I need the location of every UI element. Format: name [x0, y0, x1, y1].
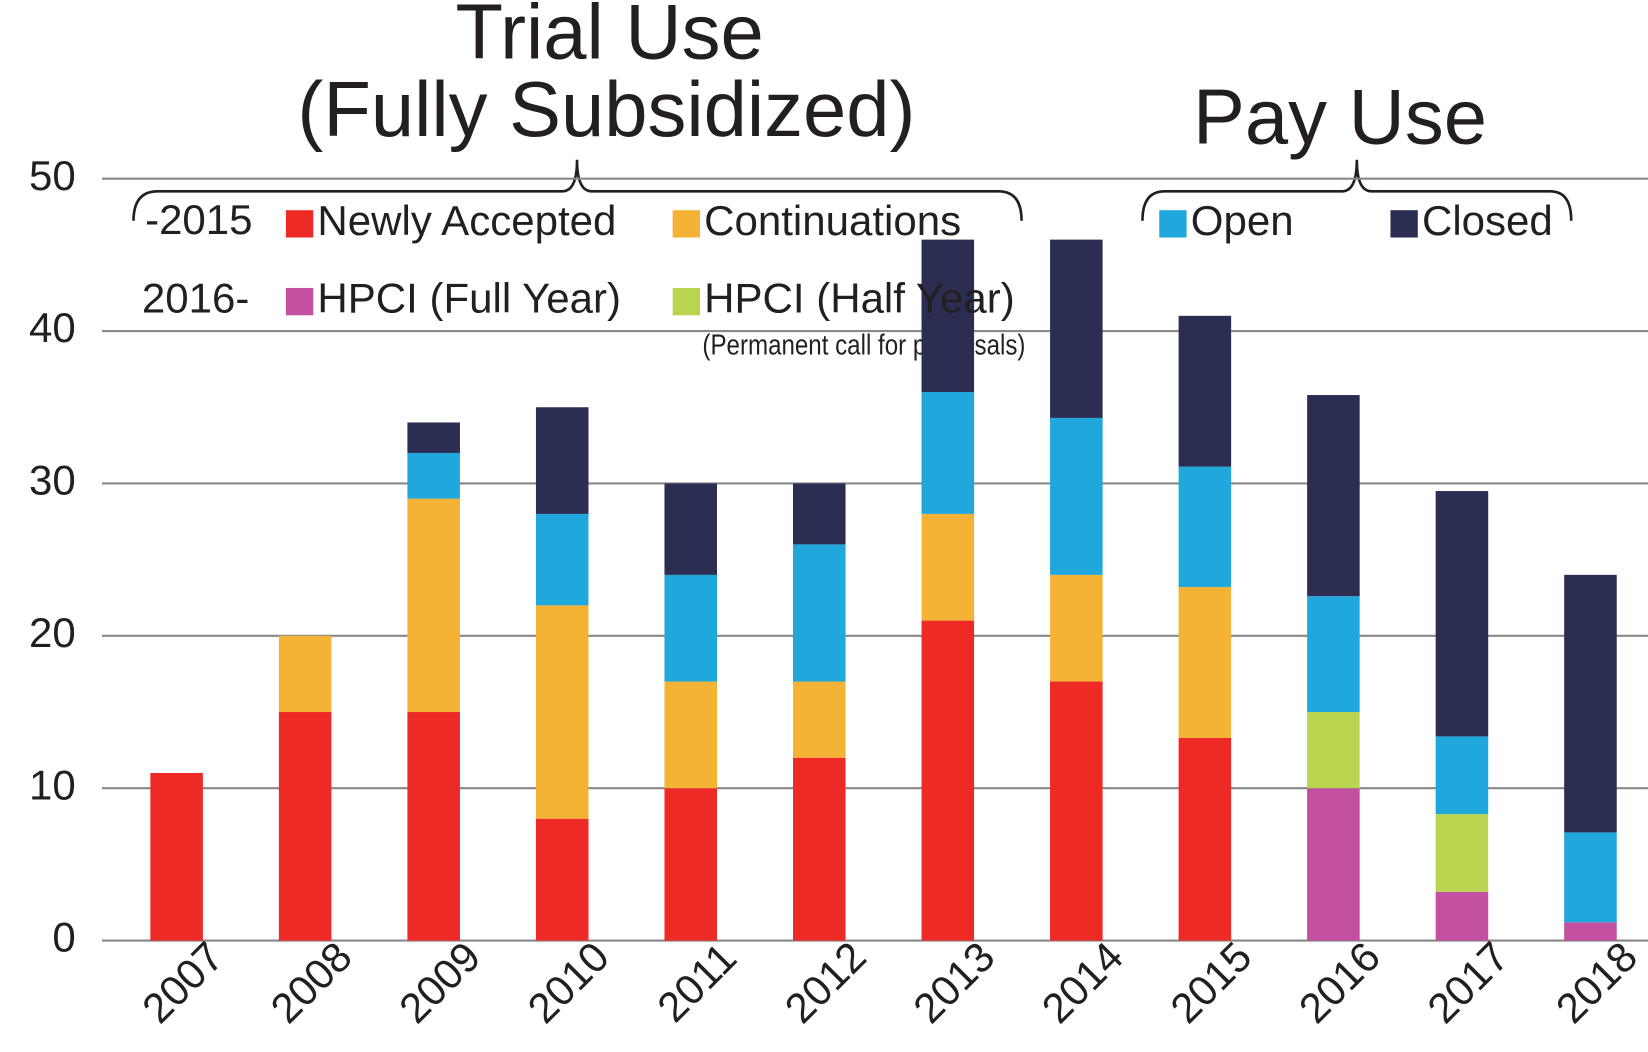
bar-segment	[792, 757, 846, 941]
legend-swatch	[672, 210, 700, 238]
x-tick-label: 2014	[1033, 933, 1132, 1032]
bar-segment	[921, 513, 975, 621]
legend-label: Closed	[1422, 197, 1553, 244]
bar-segment	[535, 818, 589, 941]
legend-label: Continuations	[704, 197, 961, 244]
bar-segment	[535, 407, 589, 514]
legend-swatch	[285, 210, 314, 238]
bar-segment	[792, 544, 846, 682]
bar-segment	[792, 483, 846, 545]
bar-segment	[1178, 737, 1232, 941]
bar-segment	[792, 681, 846, 758]
bar-segment	[407, 452, 460, 499]
x-tick-label: 2010	[519, 933, 618, 1032]
bar-segment	[407, 498, 460, 713]
legend-label: Newly Accepted	[317, 197, 616, 244]
y-tick-label: 10	[29, 761, 76, 808]
x-tick-label: 2009	[390, 933, 489, 1032]
legend-group-label: -2015	[145, 196, 252, 243]
bar-segment	[1307, 712, 1360, 789]
legend-swatch	[1390, 210, 1418, 238]
bar-segment	[1564, 832, 1617, 923]
legend-swatch	[1159, 210, 1187, 238]
bar-segment	[407, 422, 460, 453]
bar-segment	[1050, 574, 1103, 682]
bar-segment	[535, 513, 589, 606]
bar-segment	[535, 605, 589, 819]
group-subtitle: (Fully Subsidized)	[297, 67, 915, 153]
bar-segment	[664, 483, 718, 575]
bar-segment	[664, 681, 718, 789]
bar-segment	[278, 712, 332, 941]
bar-segment	[1435, 891, 1489, 941]
y-tick-label: 40	[29, 304, 76, 351]
bar-segment	[1307, 596, 1360, 713]
bar-segment	[1307, 788, 1360, 941]
x-tick-label: 2011	[648, 934, 745, 1031]
x-tick-label: 2015	[1161, 933, 1260, 1032]
bar-segment	[407, 712, 460, 941]
x-tick-label: 2008	[261, 933, 360, 1032]
bar-segment	[921, 620, 975, 941]
y-tick-label: 50	[29, 152, 76, 199]
bar-segment	[150, 772, 203, 941]
brace	[132, 159, 1023, 221]
y-tick-label: 30	[29, 457, 76, 504]
legend-swatch	[672, 287, 700, 316]
bar-segment	[664, 574, 718, 682]
bar-segment	[278, 635, 332, 713]
bar-segment	[1050, 239, 1103, 418]
x-tick-label: 2007	[133, 933, 232, 1032]
x-tick-label: 2012	[776, 933, 875, 1032]
y-tick-label: 20	[29, 609, 76, 656]
x-tick-label: 2018	[1547, 933, 1646, 1032]
legend-swatch	[285, 287, 314, 316]
legend-label: HPCI (Half Year)	[704, 275, 1015, 322]
bar-segment	[1178, 466, 1232, 588]
legend-group-label: 2016-	[142, 275, 249, 322]
bar-segment	[664, 788, 718, 941]
y-tick-label: 0	[52, 914, 75, 961]
legend-label: HPCI (Full Year)	[317, 275, 621, 322]
bar-segment	[1178, 315, 1232, 467]
legend-label: Open	[1191, 197, 1294, 244]
bar-segment	[1564, 574, 1617, 833]
bar-segment	[1050, 417, 1103, 575]
x-tick-label: 2016	[1290, 933, 1389, 1032]
bar-segment	[921, 239, 975, 393]
bar-segment	[1307, 395, 1360, 597]
bar-segment	[1435, 736, 1489, 815]
group-title: Trial Use	[455, 0, 763, 75]
bar-segment	[1050, 681, 1103, 941]
bar-segment	[1435, 491, 1489, 737]
brace	[1141, 159, 1573, 221]
x-tick-label: 2017	[1418, 933, 1517, 1032]
annotation: (Permanent call for proposals)	[702, 328, 1025, 360]
x-tick-label: 2013	[904, 933, 1003, 1032]
bar-segment	[1178, 587, 1232, 738]
bar-segment	[1564, 922, 1617, 941]
bar-segment	[1435, 814, 1489, 892]
group-title: Pay Use	[1193, 75, 1487, 161]
bar-segment	[921, 392, 975, 514]
